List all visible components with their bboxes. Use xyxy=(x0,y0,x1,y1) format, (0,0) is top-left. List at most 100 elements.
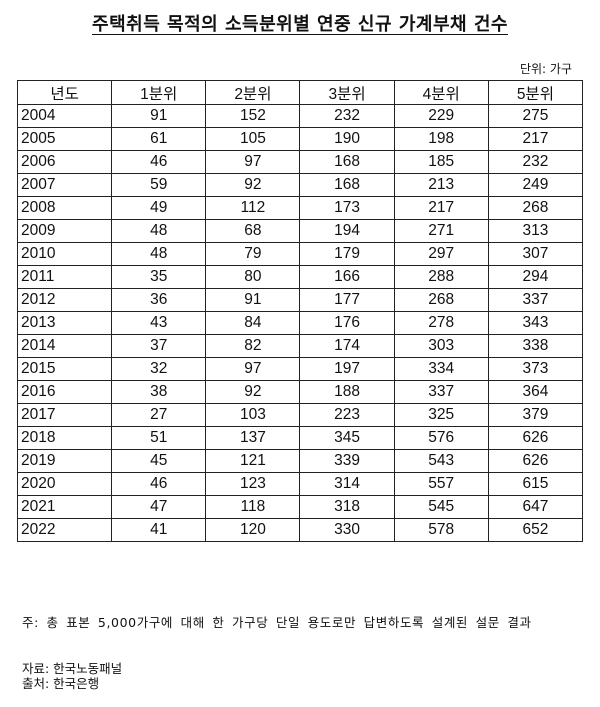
year-cell: 2013 xyxy=(16,311,113,335)
table-row: 2014 37 82 174 303 338 xyxy=(16,334,584,358)
year-cell: 2012 xyxy=(16,288,113,312)
column-header: 년도 xyxy=(16,80,113,105)
count-cell: 49 xyxy=(111,196,207,220)
count-cell: 59 xyxy=(111,173,207,197)
table-body: 2004 91 152 232 229 275 2005 61 105 190 198 217 2006… xyxy=(16,104,584,542)
count-cell: 578 xyxy=(393,518,489,542)
source-block: 자료: 한국노동패널 출처: 한국은행 xyxy=(22,661,122,691)
count-cell: 188 xyxy=(299,380,395,404)
count-cell: 338 xyxy=(487,334,584,358)
column-header: 4분위 xyxy=(393,80,489,105)
column-header: 2분위 xyxy=(205,80,301,105)
count-cell: 48 xyxy=(111,219,207,243)
count-cell: 168 xyxy=(299,173,395,197)
year-cell: 2015 xyxy=(16,357,113,381)
table-row: 2021 47 118 318 545 647 xyxy=(16,495,584,519)
count-cell: 268 xyxy=(487,196,584,220)
table-row: 2020 46 123 314 557 615 xyxy=(16,472,584,496)
table-row: 2013 43 84 176 278 343 xyxy=(16,311,584,335)
count-cell: 179 xyxy=(299,242,395,266)
count-cell: 41 xyxy=(111,518,207,542)
count-cell: 343 xyxy=(487,311,584,335)
count-cell: 190 xyxy=(299,127,395,151)
year-cell: 2009 xyxy=(16,219,113,243)
count-cell: 232 xyxy=(487,150,584,174)
data-table: 년도 1분위 2분위 3분위 4분위 5분위 2004 91 152 232 229 275 2005… xyxy=(16,80,584,542)
count-cell: 307 xyxy=(487,242,584,266)
count-cell: 68 xyxy=(205,219,301,243)
count-cell: 37 xyxy=(111,334,207,358)
count-cell: 330 xyxy=(299,518,395,542)
year-cell: 2007 xyxy=(16,173,113,197)
year-cell: 2017 xyxy=(16,403,113,427)
count-cell: 174 xyxy=(299,334,395,358)
count-cell: 103 xyxy=(205,403,301,427)
count-cell: 626 xyxy=(487,426,584,450)
count-cell: 80 xyxy=(205,265,301,289)
count-cell: 373 xyxy=(487,357,584,381)
table-row: 2018 51 137 345 576 626 xyxy=(16,426,584,450)
count-cell: 197 xyxy=(299,357,395,381)
count-cell: 647 xyxy=(487,495,584,519)
count-cell: 223 xyxy=(299,403,395,427)
count-cell: 168 xyxy=(299,150,395,174)
table-row: 2010 48 79 179 297 307 xyxy=(16,242,584,266)
table-row: 2009 48 68 194 271 313 xyxy=(16,219,584,243)
count-cell: 268 xyxy=(393,288,489,312)
table-header-row: 년도 1분위 2분위 3분위 4분위 5분위 xyxy=(16,80,584,105)
count-cell: 314 xyxy=(299,472,395,496)
count-cell: 137 xyxy=(205,426,301,450)
table-row: 2012 36 91 177 268 337 xyxy=(16,288,584,312)
count-cell: 339 xyxy=(299,449,395,473)
table-row: 2006 46 97 168 185 232 xyxy=(16,150,584,174)
count-cell: 345 xyxy=(299,426,395,450)
count-cell: 32 xyxy=(111,357,207,381)
count-cell: 35 xyxy=(111,265,207,289)
count-cell: 229 xyxy=(393,104,489,128)
table-row: 2007 59 92 168 213 249 xyxy=(16,173,584,197)
count-cell: 92 xyxy=(205,380,301,404)
count-cell: 123 xyxy=(205,472,301,496)
count-cell: 91 xyxy=(111,104,207,128)
count-cell: 46 xyxy=(111,150,207,174)
count-cell: 91 xyxy=(205,288,301,312)
count-cell: 45 xyxy=(111,449,207,473)
column-header: 3분위 xyxy=(299,80,395,105)
count-cell: 615 xyxy=(487,472,584,496)
count-cell: 334 xyxy=(393,357,489,381)
count-cell: 297 xyxy=(393,242,489,266)
count-cell: 576 xyxy=(393,426,489,450)
count-cell: 198 xyxy=(393,127,489,151)
count-cell: 36 xyxy=(111,288,207,312)
count-cell: 288 xyxy=(393,265,489,289)
count-cell: 275 xyxy=(487,104,584,128)
year-cell: 2011 xyxy=(16,265,113,289)
count-cell: 121 xyxy=(205,449,301,473)
count-cell: 313 xyxy=(487,219,584,243)
count-cell: 92 xyxy=(205,173,301,197)
count-cell: 118 xyxy=(205,495,301,519)
year-cell: 2022 xyxy=(16,518,113,542)
count-cell: 112 xyxy=(205,196,301,220)
count-cell: 232 xyxy=(299,104,395,128)
year-cell: 2020 xyxy=(16,472,113,496)
count-cell: 105 xyxy=(205,127,301,151)
unit-label: 단위: 가구 xyxy=(519,62,572,76)
count-cell: 545 xyxy=(393,495,489,519)
table-row: 2022 41 120 330 578 652 xyxy=(16,518,584,542)
count-cell: 557 xyxy=(393,472,489,496)
column-header: 5분위 xyxy=(487,80,584,105)
count-cell: 27 xyxy=(111,403,207,427)
count-cell: 271 xyxy=(393,219,489,243)
count-cell: 82 xyxy=(205,334,301,358)
year-cell: 2021 xyxy=(16,495,113,519)
year-cell: 2004 xyxy=(16,104,113,128)
count-cell: 43 xyxy=(111,311,207,335)
count-cell: 84 xyxy=(205,311,301,335)
count-cell: 177 xyxy=(299,288,395,312)
table-row: 2005 61 105 190 198 217 xyxy=(16,127,584,151)
count-cell: 61 xyxy=(111,127,207,151)
count-cell: 364 xyxy=(487,380,584,404)
count-cell: 337 xyxy=(487,288,584,312)
count-cell: 38 xyxy=(111,380,207,404)
